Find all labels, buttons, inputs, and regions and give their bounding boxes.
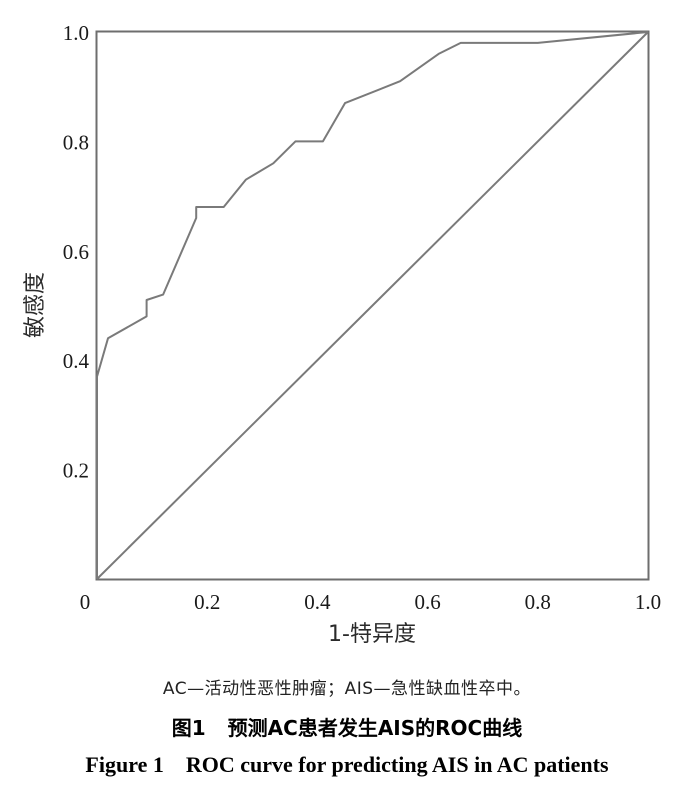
caption-en: Figure 1 ROC curve for predicting AIS in … bbox=[0, 752, 694, 778]
plot-frame bbox=[95, 30, 650, 581]
x-axis-label: 1-特异度 bbox=[328, 622, 416, 647]
x-tick-labels: 0 0.2 0.4 0.6 0.8 1.0 bbox=[80, 590, 661, 614]
x-tick-label: 1.0 bbox=[635, 590, 661, 614]
reference-diagonal-line bbox=[96, 31, 649, 580]
x-tick-label: 0.4 bbox=[304, 590, 331, 614]
y-tick-label: 0.4 bbox=[63, 349, 90, 373]
y-tick-label: 0.8 bbox=[63, 130, 89, 154]
x-tick-label: 0.2 bbox=[194, 590, 220, 614]
x-tick-label: 0 bbox=[80, 590, 91, 614]
y-tick-label: 0.2 bbox=[63, 459, 89, 483]
caption-zh: 图1 预测AC患者发生AIS的ROC曲线 bbox=[0, 712, 694, 741]
roc-curve-line bbox=[96, 31, 649, 579]
series-layer bbox=[96, 31, 649, 580]
x-tick-label: 0.6 bbox=[414, 590, 440, 614]
caption-zh-title: 预测AC患者发生AIS的ROC曲线 bbox=[227, 716, 523, 740]
y-tick-labels: 0.2 0.4 0.6 0.8 1.0 bbox=[63, 21, 90, 483]
y-axis-label: 敏感度 bbox=[23, 272, 48, 338]
y-tick-label: 0.6 bbox=[63, 240, 89, 264]
y-tick-label: 1.0 bbox=[63, 21, 89, 45]
figure-note: AC—活动性恶性肿瘤；AIS—急性缺血性卒中。 bbox=[162, 679, 532, 699]
x-tick-label: 0.8 bbox=[525, 590, 551, 614]
caption-zh-label: 图1 bbox=[171, 716, 206, 740]
caption-en-title: ROC curve for predicting AIS in AC patie… bbox=[185, 752, 609, 777]
roc-chart: 0 0.2 0.4 0.6 0.8 1.0 0.2 0.4 0.6 0.8 1.0 1-特异度 敏… bbox=[23, 21, 661, 647]
caption-en-label: Figure 1 bbox=[85, 752, 164, 777]
